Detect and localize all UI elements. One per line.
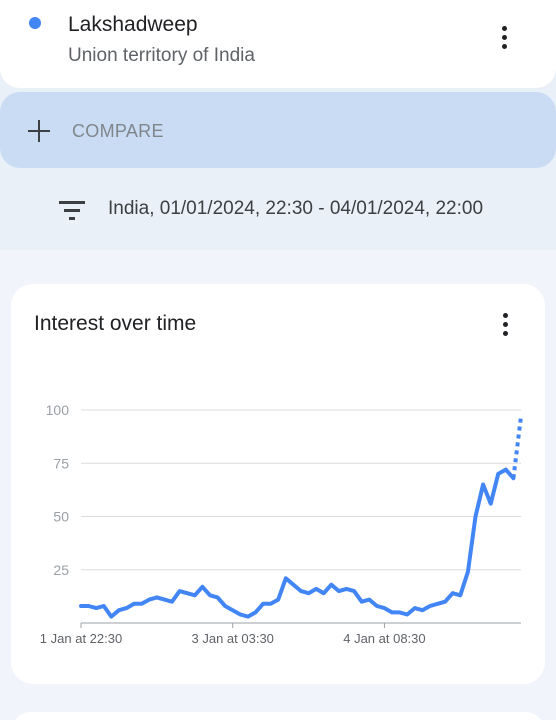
topic-title: Lakshadweep [68,13,198,36]
y-tick-label: 75 [53,455,69,471]
filter-text: India, 01/01/2024, 22:30 - 04/01/2024, 2… [108,198,484,219]
more-vert-icon[interactable] [493,310,517,338]
chart-title: Interest over time [34,312,197,335]
y-tick-label: 50 [53,509,69,525]
y-tick-label: 25 [53,562,69,578]
series-line [79,467,516,619]
topic-card: Lakshadweep Union territory of India [0,0,556,88]
y-tick-label: 100 [46,402,70,418]
x-tick-label: 3 Jan at 03:30 [192,631,274,646]
series-color-dot [29,17,41,29]
topic-subtitle: Union territory of India [68,45,255,66]
x-tick-label: 4 Jan at 08:30 [343,631,425,646]
plus-icon [28,120,50,142]
compare-label: COMPARE [72,121,164,141]
filter-icon [59,201,85,221]
next-card [11,712,545,720]
compare-button[interactable]: COMPARE [0,92,556,168]
more-vert-icon[interactable] [492,23,516,51]
series-line-partial [511,416,523,479]
interest-line-chart: 25 50 75 100 1 Jan at 22:30 3 Jan at 03:30 4 J… [40,402,523,646]
x-tick-label: 1 Jan at 22:30 [40,631,122,646]
interest-over-time-card: Interest over time 25 50 75 100 1 Jan at 22:… [11,284,545,684]
filter-row[interactable]: India, 01/01/2024, 22:30 - 04/01/2024, 2… [0,176,556,246]
